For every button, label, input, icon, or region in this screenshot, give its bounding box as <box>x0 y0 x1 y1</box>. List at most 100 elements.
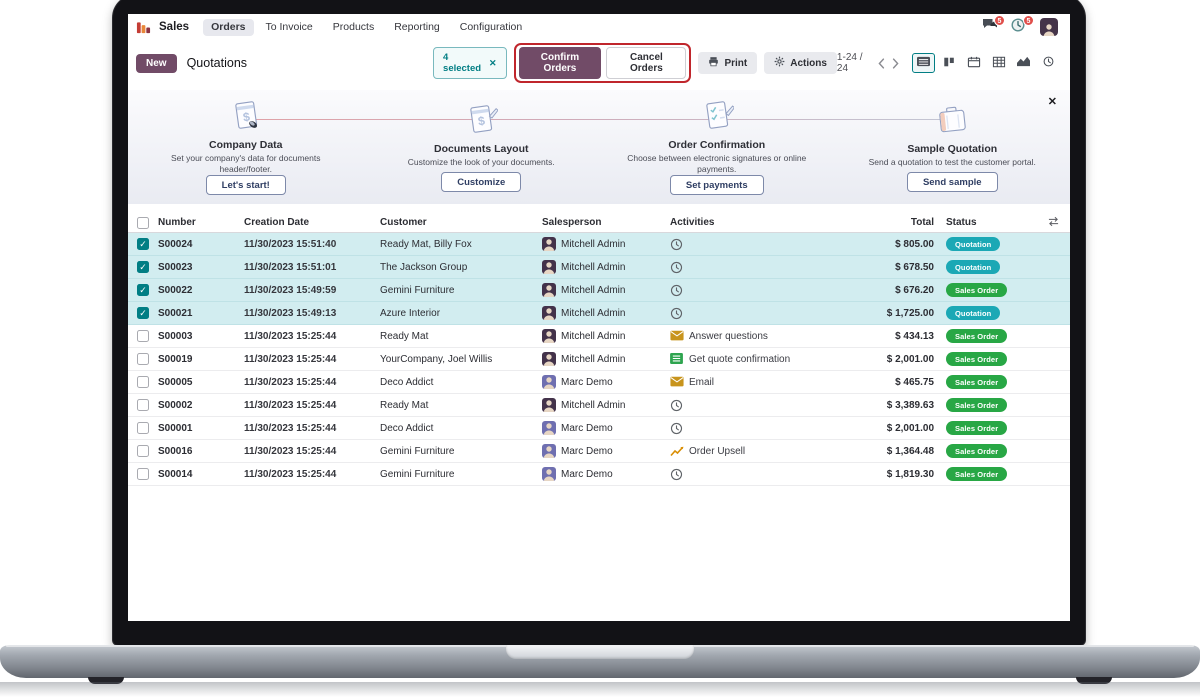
messages-icon[interactable]: 5 <box>982 14 1005 35</box>
creation-date: 11/30/2023 15:25:44 <box>244 330 337 342</box>
activities-icon[interactable]: 5 <box>1011 14 1034 35</box>
table-row[interactable]: S00005 11/30/2023 15:25:44 Deco Addict M… <box>128 371 1070 394</box>
row-checkbox[interactable]: ✓ <box>137 307 149 319</box>
laptop-foot <box>88 677 124 684</box>
activity-clock-icon[interactable] <box>670 307 684 320</box>
salesperson-avatar <box>542 467 556 481</box>
column-header-activities[interactable]: Activities <box>670 217 715 228</box>
column-header-salesperson[interactable]: Salesperson <box>542 217 602 228</box>
order-number: S00024 <box>158 238 193 250</box>
activity-envelope-icon[interactable] <box>670 376 684 389</box>
row-checkbox[interactable] <box>137 468 149 480</box>
column-header-status[interactable]: Status <box>946 217 977 228</box>
confirm-orders-button[interactable]: Confirm Orders <box>518 47 602 79</box>
onboarding-progress-line <box>246 119 952 120</box>
activity-envelope-icon[interactable] <box>670 330 684 343</box>
salesperson-name: Mitchell Admin <box>561 284 626 296</box>
table-row[interactable]: ✓ S00023 11/30/2023 15:51:01 The Jackson… <box>128 256 1070 279</box>
cancel-orders-button[interactable]: Cancel Orders <box>606 47 687 79</box>
onboarding-step-button-set-payments[interactable]: Set payments <box>669 175 764 196</box>
order-total: $ 1,725.00 <box>886 307 934 319</box>
activity-clock-icon[interactable] <box>670 261 684 274</box>
doc-pencil-icon: $ <box>464 98 499 138</box>
select-all-checkbox[interactable] <box>137 216 149 229</box>
view-switch-kanban[interactable] <box>937 53 960 73</box>
pager-next-icon[interactable] <box>888 55 902 71</box>
creation-date: 11/30/2023 15:51:01 <box>244 261 337 273</box>
row-checkbox[interactable] <box>137 353 149 365</box>
clear-selection-icon[interactable]: ✕ <box>489 57 497 68</box>
customer-name: Gemini Furniture <box>380 284 455 296</box>
actions-button[interactable]: Actions <box>764 52 837 74</box>
activity-clock-icon[interactable] <box>670 468 684 481</box>
table-row[interactable]: S00003 11/30/2023 15:25:44 Ready Mat Mit… <box>128 325 1070 348</box>
view-switch-list[interactable] <box>912 53 935 73</box>
onboarding-close-icon[interactable]: ✕ <box>1047 96 1057 108</box>
activity-clock-icon[interactable] <box>670 284 684 297</box>
column-header-creation-date[interactable]: Creation Date <box>244 217 310 228</box>
column-header-number[interactable]: Number <box>158 217 196 228</box>
nav-item-orders[interactable]: Orders <box>203 18 254 36</box>
activity-chart-icon[interactable] <box>670 445 684 458</box>
onboarding-step-button-let-s-start[interactable]: Let's start! <box>205 175 286 196</box>
activity-list-icon[interactable] <box>670 352 684 366</box>
breadcrumb[interactable]: Quotations <box>186 56 248 70</box>
salesperson-avatar <box>542 329 556 343</box>
row-checkbox[interactable]: ✓ <box>137 238 149 250</box>
row-checkbox[interactable] <box>137 330 149 342</box>
table-row[interactable]: S00002 11/30/2023 15:25:44 Ready Mat Mit… <box>128 394 1070 417</box>
table-row[interactable]: S00019 11/30/2023 15:25:44 YourCompany, … <box>128 348 1070 371</box>
onboarding-step-sample-quotation: Sample Quotation Send a quotation to tes… <box>835 90 1071 204</box>
order-total: $ 2,001.00 <box>886 422 934 434</box>
order-number: S00003 <box>158 330 193 342</box>
onboarding-step-description: Choose between electronic signatures or … <box>627 153 807 175</box>
optional-columns-icon[interactable] <box>1047 216 1060 230</box>
app-name[interactable]: Sales <box>159 21 190 33</box>
table-row[interactable]: ✓ S00024 11/30/2023 15:51:40 Ready Mat, … <box>128 233 1070 256</box>
table-row[interactable]: ✓ S00022 11/30/2023 15:49:59 Gemini Furn… <box>128 279 1070 302</box>
order-number: S00014 <box>158 468 193 480</box>
creation-date: 11/30/2023 15:25:44 <box>244 353 337 365</box>
onboarding-step-button-send-sample[interactable]: Send sample <box>906 172 998 192</box>
table-row[interactable]: ✓ S00021 11/30/2023 15:49:13 Azure Inter… <box>128 302 1070 325</box>
row-checkbox[interactable]: ✓ <box>137 284 149 296</box>
view-switch-calendar[interactable] <box>962 53 985 73</box>
row-checkbox[interactable] <box>137 422 149 434</box>
activity-clock-icon[interactable] <box>670 399 684 412</box>
table-row[interactable]: S00016 11/30/2023 15:25:44 Gemini Furnit… <box>128 440 1070 463</box>
onboarding-step-button-customize[interactable]: Customize <box>441 172 522 192</box>
creation-date: 11/30/2023 15:51:40 <box>244 238 337 250</box>
printer-icon <box>708 56 719 70</box>
nav-item-to-invoice[interactable]: To Invoice <box>265 21 313 33</box>
quotations-list: Number Creation Date Customer Salesperso… <box>128 213 1070 486</box>
row-checkbox[interactable] <box>137 445 149 457</box>
print-button[interactable]: Print <box>698 52 758 74</box>
row-checkbox[interactable] <box>137 399 149 411</box>
main-menu: Orders To Invoice Products Reporting Configu… <box>203 18 530 36</box>
activity-label: Email <box>689 376 715 388</box>
row-checkbox[interactable] <box>137 376 149 388</box>
salesperson-avatar <box>542 421 556 435</box>
table-row[interactable]: S00014 11/30/2023 15:25:44 Gemini Furnit… <box>128 463 1070 486</box>
status-badge: Sales Order <box>946 352 1008 366</box>
activity-label: Order Upsell <box>689 445 746 457</box>
pager-previous-icon[interactable] <box>875 55 889 71</box>
nav-item-products[interactable]: Products <box>332 21 375 33</box>
view-switch-activity[interactable] <box>1037 53 1060 73</box>
user-avatar[interactable] <box>1040 18 1058 36</box>
column-header-total[interactable]: Total <box>910 217 934 228</box>
table-row[interactable]: S00001 11/30/2023 15:25:44 Deco Addict M… <box>128 417 1070 440</box>
activity-clock-icon[interactable] <box>670 238 684 251</box>
briefcase-icon <box>934 98 971 138</box>
view-switch-graph[interactable] <box>1012 53 1035 73</box>
column-header-customer[interactable]: Customer <box>380 217 427 228</box>
row-checkbox[interactable]: ✓ <box>137 261 149 273</box>
nav-item-reporting[interactable]: Reporting <box>394 21 440 33</box>
activity-clock-icon[interactable] <box>670 422 684 435</box>
salesperson-name: Marc Demo <box>561 376 613 388</box>
new-button[interactable]: New <box>136 53 177 73</box>
creation-date: 11/30/2023 15:25:44 <box>244 399 337 411</box>
nav-item-configuration[interactable]: Configuration <box>459 21 523 33</box>
view-switch-pivot[interactable] <box>987 53 1010 73</box>
